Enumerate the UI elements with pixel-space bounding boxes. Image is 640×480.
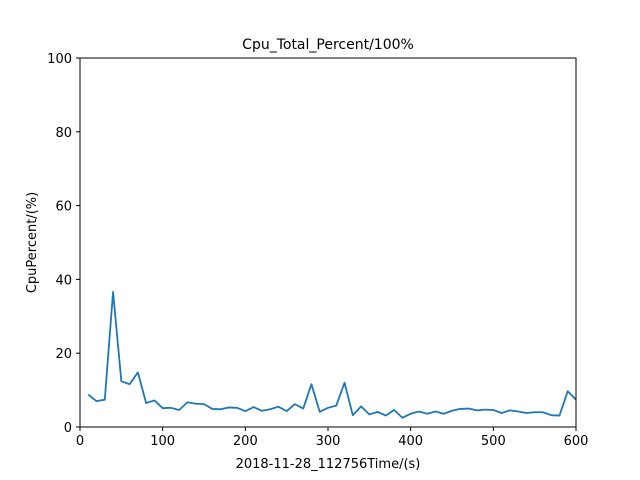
y-axis-label: CpuPercent/(%) — [25, 192, 40, 293]
y-axis-ticks: 0 20 40 60 80 100 — [47, 52, 80, 436]
x-tick-label: 400 — [398, 434, 423, 449]
x-tick-label: 0 — [76, 434, 84, 449]
chart-title: Cpu_Total_Percent/100% — [242, 37, 414, 53]
x-axis-label: 2018-11-28_112756Time/(s) — [236, 457, 421, 472]
series-layer — [87, 291, 577, 419]
series-line — [87, 291, 577, 419]
x-axis-ticks: 0 100 200 300 400 500 600 — [76, 427, 589, 449]
y-tick-label: 40 — [55, 273, 72, 288]
x-tick-label: 500 — [481, 434, 506, 449]
y-tick-label: 0 — [64, 421, 72, 436]
x-tick-label: 300 — [316, 434, 341, 449]
x-tick-label: 200 — [233, 434, 258, 449]
y-tick-label: 20 — [55, 347, 72, 362]
plot-frame — [79, 57, 577, 428]
y-tick-label: 100 — [47, 52, 72, 67]
x-tick-label: 100 — [150, 434, 175, 449]
plot-area — [80, 58, 576, 427]
y-tick-label: 60 — [55, 200, 72, 215]
y-tick-label: 80 — [55, 126, 72, 141]
x-tick-label: 600 — [564, 434, 589, 449]
